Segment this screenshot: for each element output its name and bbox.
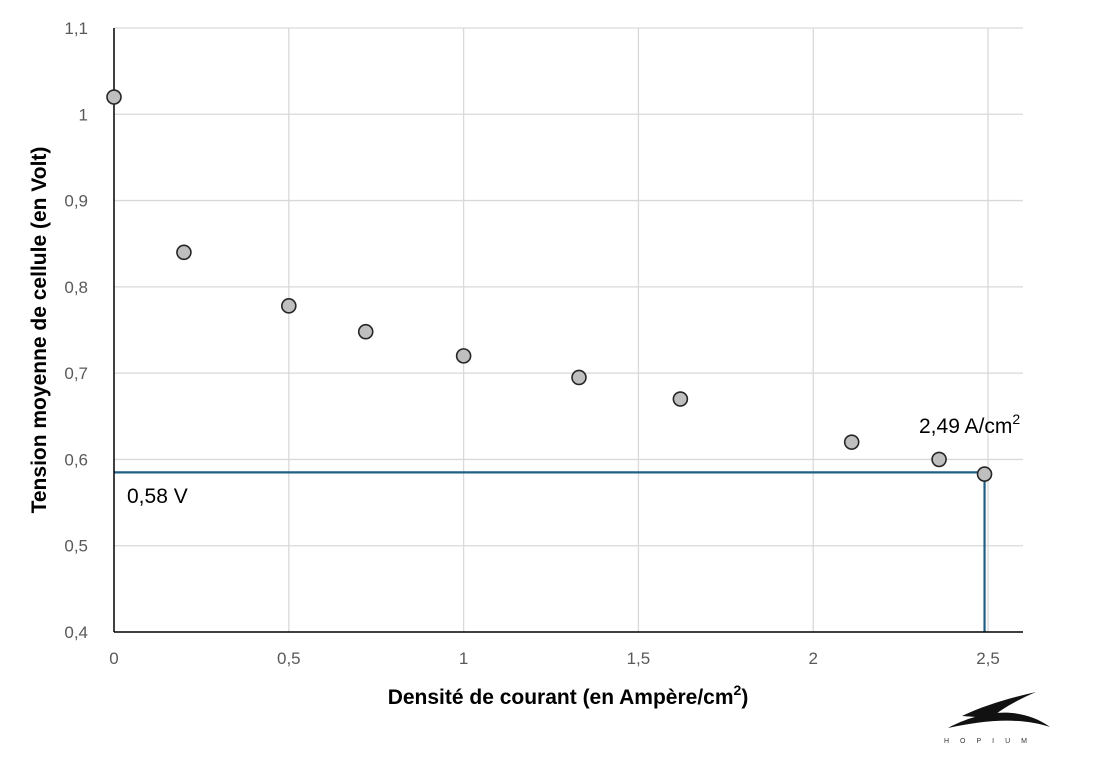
x-tick-label: 1,5	[627, 649, 651, 668]
data-point	[455, 348, 472, 364]
voltage-annotation: 0,58 V	[127, 485, 188, 508]
axes	[113, 28, 1023, 633]
y-tick-label: 1	[79, 105, 88, 124]
data-point	[106, 89, 122, 105]
data-point	[843, 434, 860, 450]
y-tick-label: 0,6	[64, 450, 88, 469]
current-annotation: 2,49 A/cm2	[919, 411, 1020, 438]
x-axis-title-end: )	[741, 686, 748, 709]
data-point	[931, 451, 947, 468]
grid-layer	[114, 27, 1023, 632]
reference-lines	[114, 471, 986, 632]
data-point	[281, 298, 297, 314]
x-tick-label: 2,5	[976, 649, 1000, 668]
current-annotation-text: 2,49 A/cm	[919, 415, 1012, 438]
y-tick-label: 0,7	[64, 364, 88, 383]
hopium-logo-icon: HOPIUM	[944, 692, 1050, 745]
x-axis-title-text: Densité de courant (en Ampère/cm	[388, 686, 734, 709]
y-axis-title: Tension moyenne de cellule (en Volt)	[28, 147, 51, 514]
tick-labels: 0,4 0,5 0,6 0,7 0,8 0,9 1 1,1 0 0,5 1 1,5 2 2,5	[64, 19, 999, 668]
data-point	[672, 391, 689, 407]
x-axis-title-sup: 2	[734, 682, 742, 698]
logo-swoosh-upper	[962, 692, 1036, 718]
logo-text: HOPIUM	[944, 738, 1038, 745]
current-annotation-sup: 2	[1012, 411, 1020, 427]
logo-swoosh-lower	[948, 712, 1050, 728]
data-point	[357, 323, 374, 340]
x-tick-label: 0,5	[277, 649, 301, 668]
x-tick-label: 2	[808, 649, 817, 668]
x-axis-title: Densité de courant (en Ampère/cm2)	[388, 682, 749, 709]
x-tick-label: 1	[459, 649, 468, 668]
data-point	[176, 244, 192, 261]
data-point	[976, 466, 993, 482]
data-point	[571, 369, 587, 386]
data-points	[106, 89, 993, 482]
y-tick-label: 0,8	[64, 278, 88, 297]
y-tick-label: 0,4	[64, 623, 88, 642]
y-tick-label: 0,9	[64, 192, 88, 211]
y-tick-label: 1,1	[64, 19, 88, 38]
y-tick-label: 0,5	[64, 537, 88, 556]
x-tick-label: 0	[109, 649, 118, 668]
